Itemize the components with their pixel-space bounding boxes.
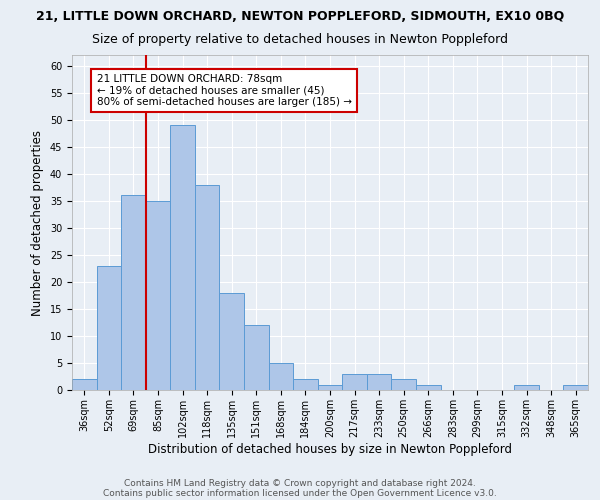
Bar [342,374,367,390]
Bar [269,363,293,390]
Text: Contains HM Land Registry data © Crown copyright and database right 2024.: Contains HM Land Registry data © Crown c… [124,478,476,488]
Text: 21 LITTLE DOWN ORCHARD: 78sqm
← 19% of detached houses are smaller (45)
80% of s: 21 LITTLE DOWN ORCHARD: 78sqm ← 19% of d… [97,74,352,107]
Bar [416,384,440,390]
Bar [514,384,539,390]
Bar [318,384,342,390]
Bar [72,379,97,390]
Bar [244,325,269,390]
Text: Contains public sector information licensed under the Open Government Licence v3: Contains public sector information licen… [103,488,497,498]
Text: 21, LITTLE DOWN ORCHARD, NEWTON POPPLEFORD, SIDMOUTH, EX10 0BQ: 21, LITTLE DOWN ORCHARD, NEWTON POPPLEFO… [36,10,564,23]
Bar [170,125,195,390]
Bar [293,379,318,390]
X-axis label: Distribution of detached houses by size in Newton Poppleford: Distribution of detached houses by size … [148,442,512,456]
Bar [146,201,170,390]
Bar [195,184,220,390]
Bar [367,374,391,390]
Bar [563,384,588,390]
Bar [97,266,121,390]
Text: Size of property relative to detached houses in Newton Poppleford: Size of property relative to detached ho… [92,32,508,46]
Y-axis label: Number of detached properties: Number of detached properties [31,130,44,316]
Bar [391,379,416,390]
Bar [220,292,244,390]
Bar [121,196,146,390]
